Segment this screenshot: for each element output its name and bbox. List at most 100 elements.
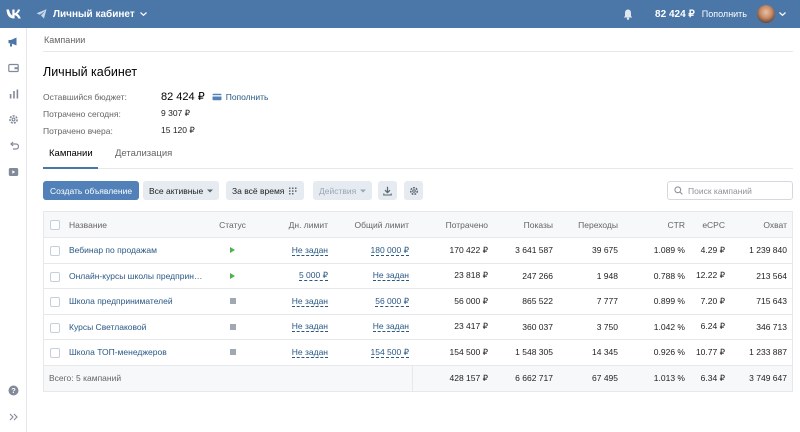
shows-cell: 3 641 587 — [515, 245, 553, 256]
breadcrumb[interactable]: Кампании — [44, 35, 86, 45]
create-ad-button[interactable]: Создать объявление — [43, 181, 140, 200]
status-filter-label: Все активные — [149, 185, 204, 196]
campaign-status[interactable] — [214, 289, 251, 314]
campaign-status[interactable] — [214, 264, 251, 289]
spent-yesterday-label: Потрачено вчера: — [43, 125, 113, 136]
header-reach[interactable]: Охват — [763, 219, 787, 230]
total-clicks: 67 495 — [592, 373, 618, 383]
table-row: Школа ТОП-менеджеров Не задан 154 500 ₽ 154… — [44, 340, 792, 366]
table-header: Название Статус Дн. лимит Общий лимит По… — [44, 212, 792, 238]
period-filter-button[interactable]: За всё время — [226, 181, 305, 200]
spent-cell: 154 500 ₽ — [449, 346, 489, 357]
megaphone-icon[interactable] — [7, 35, 20, 48]
select-all-checkbox[interactable] — [50, 220, 60, 230]
stats-icon[interactable] — [7, 87, 20, 100]
campaign-status[interactable] — [214, 238, 251, 263]
cabinet-switcher[interactable]: Личный кабинет — [36, 9, 147, 20]
ctr-cell: 1.089 % — [653, 245, 685, 256]
campaign-status[interactable] — [214, 340, 251, 365]
vk-logo-icon[interactable] — [0, 0, 28, 28]
credit-card-icon[interactable] — [212, 93, 222, 101]
bell-icon[interactable] — [623, 9, 633, 20]
table-settings-button[interactable] — [404, 181, 423, 200]
cabinet-title: Личный кабинет — [53, 8, 135, 20]
day-limit-link[interactable]: Не задан — [291, 244, 328, 256]
wallet-icon[interactable] — [7, 61, 20, 74]
campaign-name-link[interactable]: Вебинар по продажам — [69, 245, 157, 256]
history-icon[interactable] — [7, 139, 20, 152]
reach-cell: 213 564 — [756, 270, 787, 281]
settings-icon[interactable] — [7, 113, 20, 126]
chevron-down-icon — [360, 189, 367, 193]
total-reach: 3 749 647 — [749, 373, 787, 383]
actions-label: Действия — [319, 185, 357, 196]
gear-icon — [409, 186, 419, 196]
shows-cell: 360 037 — [522, 321, 553, 332]
spent-cell: 170 422 ₽ — [449, 244, 489, 255]
clicks-cell: 7 777 — [596, 296, 618, 307]
row-checkbox[interactable] — [50, 348, 60, 358]
clicks-cell: 14 345 — [592, 347, 618, 358]
budget-value: 82 424 ₽ — [161, 91, 205, 103]
expand-icon[interactable] — [7, 410, 20, 423]
header-ecpc[interactable]: eCPC — [702, 219, 725, 230]
total-ecpc: 6.34 ₽ — [700, 372, 725, 383]
row-checkbox[interactable] — [50, 322, 60, 333]
day-limit-cell: Не задан — [260, 289, 328, 314]
total-limit-link[interactable]: 180 000 ₽ — [370, 244, 409, 256]
day-limit-cell: Не задан — [260, 238, 328, 263]
reach-cell: 346 713 — [756, 321, 787, 332]
row-checkbox[interactable] — [50, 271, 60, 282]
day-limit-link[interactable]: Не задан — [291, 295, 328, 307]
campaign-search[interactable] — [667, 181, 793, 200]
topup-link[interactable]: Пополнить — [225, 91, 269, 102]
search-input[interactable] — [688, 185, 792, 196]
row-checkbox[interactable] — [50, 297, 60, 307]
ecpc-cell: 10.77 ₽ — [695, 346, 725, 357]
chevron-down-icon[interactable] — [779, 12, 786, 16]
header-name[interactable]: Название — [69, 219, 107, 230]
campaign-name-link[interactable]: Онлайн-курсы школы предприн… — [69, 270, 203, 281]
main-content: Кампании Личный кабинет Оставшийся бюдже… — [27, 28, 800, 432]
header-total-limit[interactable]: Общий лимит — [354, 219, 409, 230]
day-limit-link[interactable]: Не задан — [291, 346, 328, 358]
download-button[interactable] — [378, 181, 397, 200]
video-icon[interactable] — [7, 165, 20, 178]
header-spent[interactable]: Потрачено — [445, 219, 488, 230]
actions-dropdown[interactable]: Действия — [313, 181, 373, 200]
campaign-name-link[interactable]: Школа ТОП-менеджеров — [69, 347, 167, 358]
help-icon[interactable]: ? — [7, 384, 20, 397]
day-limit-link[interactable]: Не задан — [291, 321, 328, 333]
campaign-status[interactable] — [214, 315, 251, 340]
tab-details[interactable]: Детализация — [115, 148, 173, 159]
total-limit-link[interactable]: Не задан — [372, 270, 409, 282]
spent-yesterday-value: 15 120 ₽ — [161, 125, 195, 135]
period-filter-label: За всё время — [232, 185, 285, 196]
total-limit-link[interactable]: 56 000 ₽ — [375, 295, 409, 307]
total-limit-link[interactable]: 154 500 ₽ — [370, 346, 409, 358]
header-ctr[interactable]: CTR — [667, 219, 685, 230]
header-status[interactable]: Статус — [219, 219, 246, 230]
active-tab-indicator — [43, 167, 98, 169]
header-shows[interactable]: Показы — [523, 219, 553, 230]
paper-plane-icon — [36, 9, 47, 19]
total-limit-link[interactable]: Не задан — [372, 321, 409, 333]
ecpc-cell: 4.29 ₽ — [700, 244, 725, 255]
status-filter-dropdown[interactable]: Все активные — [143, 181, 220, 200]
header-clicks[interactable]: Переходы — [578, 219, 618, 230]
divider — [43, 51, 793, 52]
spent-cell: 23 818 ₽ — [454, 270, 488, 281]
campaign-name-link[interactable]: Курсы Светлаковой — [69, 321, 147, 332]
reach-cell: 715 643 — [756, 296, 787, 307]
tab-campaigns[interactable]: Кампании — [49, 148, 93, 159]
day-limit-link[interactable]: 5 000 ₽ — [298, 270, 328, 282]
avatar[interactable] — [757, 5, 775, 23]
header-topup-button[interactable]: Пополнить — [701, 9, 747, 19]
search-icon — [674, 186, 683, 195]
calendar-icon — [288, 187, 298, 195]
header-day-limit[interactable]: Дн. лимит — [288, 219, 328, 230]
campaign-name-link[interactable]: Школа предпринимателей — [69, 296, 173, 307]
ecpc-cell: 6.24 ₽ — [700, 321, 725, 332]
ecpc-cell: 7.20 ₽ — [700, 295, 725, 306]
row-checkbox[interactable] — [50, 246, 60, 256]
